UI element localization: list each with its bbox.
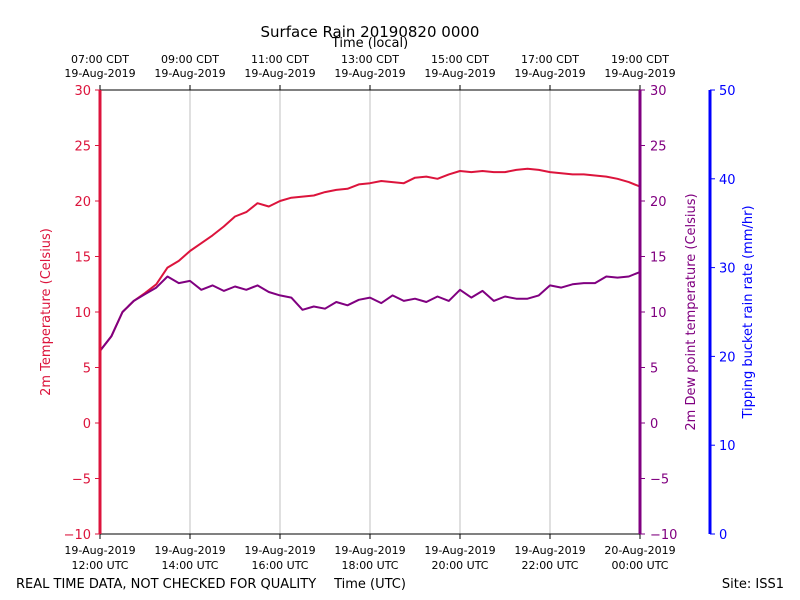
top-tick-label-date: 19-Aug-2019 (334, 67, 405, 80)
dewpoint-tick-label: 20 (650, 195, 667, 210)
rain-rate-tick-label: 0 (719, 528, 727, 543)
rain-rate-tick-label: 20 (719, 350, 736, 365)
temperature-tick-label: 30 (74, 84, 91, 99)
dewpoint-axis-label: 2m Dew point temperature (Celsius) (684, 193, 699, 430)
x-tick-label-date: 19-Aug-2019 (154, 544, 225, 557)
temperature-tick-label: 25 (74, 140, 91, 155)
x-tick-label-time: 18:00 UTC (341, 559, 398, 572)
series-layer (99, 167, 641, 352)
top-tick-label-time: 19:00 CDT (611, 53, 669, 66)
temperature-tick-label: 0 (83, 417, 91, 432)
temperature-tick-label: 10 (74, 306, 91, 321)
dewpoint-series-line (99, 271, 641, 352)
top-tick-label-time: 07:00 CDT (71, 53, 129, 66)
rain-rate-tick-label: 50 (719, 84, 736, 99)
x-tick-label-date: 19-Aug-2019 (334, 544, 405, 557)
x-tick-label-time: 00:00 UTC (611, 559, 668, 572)
dewpoint-tick-label: 5 (650, 362, 658, 377)
dewpoint-tick-label: 10 (650, 306, 667, 321)
x-tick-label-date: 19-Aug-2019 (514, 544, 585, 557)
x-tick-label-time: 16:00 UTC (251, 559, 308, 572)
dewpoint-tick-label: 25 (650, 140, 667, 155)
x-tick-label-time: 12:00 UTC (71, 559, 128, 572)
top-tick-label-time: 15:00 CDT (431, 53, 489, 66)
x-tick-label-date: 19-Aug-2019 (424, 544, 495, 557)
dewpoint-tick-label: −5 (650, 473, 669, 488)
x-axis-label: Time (UTC) (333, 577, 406, 592)
temperature-tick-label: 20 (74, 195, 91, 210)
x-tick-label-time: 14:00 UTC (161, 559, 218, 572)
top-tick-label-time: 13:00 CDT (341, 53, 399, 66)
rain-rate-tick-label: 40 (719, 173, 736, 188)
temperature-tick-label: −10 (64, 528, 91, 543)
dewpoint-tick-label: 0 (650, 417, 658, 432)
temperature-series-line (99, 167, 641, 352)
chart-title: Surface Rain 20190820 0000 (261, 23, 480, 41)
top-axis-label: Time (local) (331, 36, 408, 51)
top-tick-label-time: 11:00 CDT (251, 53, 309, 66)
top-tick-label-date: 19-Aug-2019 (514, 67, 585, 80)
x-tick-label-date: 19-Aug-2019 (244, 544, 315, 557)
temperature-tick-label: −5 (72, 473, 91, 488)
top-tick-label-date: 19-Aug-2019 (154, 67, 225, 80)
dewpoint-tick-label: −10 (650, 528, 677, 543)
quality-disclaimer: REAL TIME DATA, NOT CHECKED FOR QUALITY (16, 577, 316, 592)
rain-rate-axis-label: Tipping bucket rain rate (mm/hr) (741, 205, 756, 419)
dewpoint-tick-label: 30 (650, 84, 667, 99)
gridlines (189, 90, 551, 534)
temperature-tick-label: 5 (83, 362, 91, 377)
x-tick-label-date: 20-Aug-2019 (604, 544, 675, 557)
x-tick-label-time: 20:00 UTC (431, 559, 488, 572)
temperature-tick-label: 15 (74, 251, 91, 266)
axes-ticks: 19-Aug-2019 12:00 UTC 19-Aug-2019 14:00 UTC… (64, 53, 736, 572)
site-label: Site: ISS1 (722, 577, 784, 592)
dewpoint-tick-label: 15 (650, 251, 667, 266)
temperature-axis-label: 2m Temperature (Celsius) (39, 228, 54, 396)
top-tick-label-date: 19-Aug-2019 (244, 67, 315, 80)
rain-rate-tick-label: 10 (719, 439, 736, 454)
top-tick-label-time: 09:00 CDT (161, 53, 219, 66)
rain-rate-tick-label: 30 (719, 262, 736, 277)
top-tick-label-date: 19-Aug-2019 (64, 67, 135, 80)
top-tick-label-date: 19-Aug-2019 (424, 67, 495, 80)
x-tick-label-date: 19-Aug-2019 (64, 544, 135, 557)
top-tick-label-date: 19-Aug-2019 (604, 67, 675, 80)
top-tick-label-time: 17:00 CDT (521, 53, 579, 66)
x-tick-label-time: 22:00 UTC (521, 559, 578, 572)
